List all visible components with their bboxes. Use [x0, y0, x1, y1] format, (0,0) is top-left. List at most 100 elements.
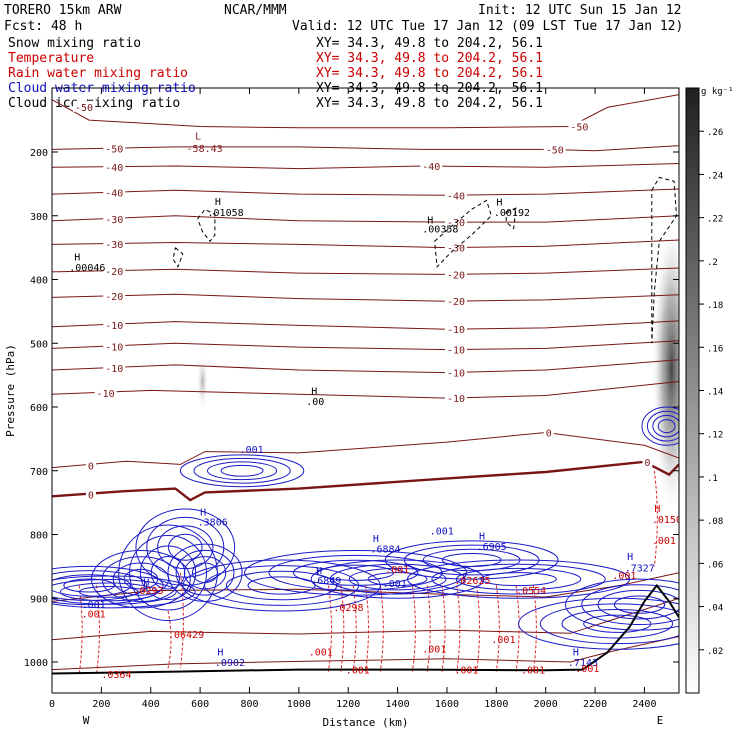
y-axis-label: Pressure (hPa) — [4, 344, 17, 437]
temperature-isotherm — [52, 163, 679, 170]
cloud-water-contour — [168, 533, 203, 561]
cloud-water-contour — [348, 567, 447, 591]
cloud-water-contour — [581, 584, 679, 626]
cloud-water-contour — [652, 414, 679, 438]
isotherm-label: -20 — [105, 292, 123, 303]
field-extremum-label: .0902 — [215, 658, 245, 669]
rain-water-contour — [495, 585, 500, 672]
field-extremum-label: .01058 — [208, 208, 244, 219]
field-extremum-label: .0554 — [516, 586, 546, 597]
field-extremum-label: .00192 — [494, 208, 530, 219]
isotherm-label: -10 — [447, 369, 465, 380]
cloud-water-contour — [78, 585, 139, 598]
isotherm-label-bg — [543, 426, 554, 438]
center-name: NCAR/MMM — [224, 3, 287, 18]
valid-time: Valid: 12 UTC Tue 17 Jan 12 (09 LST Tue … — [292, 19, 683, 34]
cloud-water-contour — [268, 554, 443, 591]
rain-water-contour — [78, 585, 83, 675]
y-tick-label: 600 — [30, 403, 48, 414]
isotherm-label-bg — [85, 488, 96, 500]
y-tick-label: 1000 — [24, 658, 48, 669]
isotherm-label-bg — [103, 340, 126, 352]
isotherm-label-bg — [103, 264, 126, 276]
x-tick-label: 0 — [49, 699, 55, 710]
isotherm-label: -40 — [422, 162, 440, 173]
rain-water-contour — [379, 585, 384, 672]
isotherm-label-bg — [94, 386, 117, 398]
cloud-ice-contour — [505, 207, 517, 230]
isotherm-label: -40 — [105, 189, 123, 200]
cloud-water-contour — [193, 457, 291, 484]
cloud-water-contour — [182, 559, 381, 612]
rain-water-contour — [532, 585, 537, 672]
isotherm-label-bg — [642, 455, 653, 467]
colorbar-tick-label: .22 — [707, 215, 723, 225]
field-extremum-label: .3806 — [198, 518, 228, 529]
field-extremum-label: H — [215, 197, 221, 208]
colorbar: g kg⁻¹ .02 .04 .06 .08 .1 .12 .14 .16 .18 .2 .22 .2… — [685, 87, 734, 694]
rain-water-contour — [411, 585, 416, 672]
colorbar-tick-label: .1 — [707, 474, 718, 484]
rain-water-contour — [476, 585, 481, 672]
temperature-isotherm — [52, 267, 679, 275]
x-tick-label: 1400 — [386, 699, 410, 710]
cloud-water-contour — [518, 597, 679, 650]
y-tick-label: 200 — [30, 148, 48, 159]
cloud-ice-contour — [434, 199, 492, 268]
cloud-water-contour — [52, 578, 177, 605]
isotherm-label: -30 — [105, 240, 123, 251]
isotherm-label: -50 — [570, 123, 588, 134]
field-extremum-label: .001 — [652, 536, 676, 547]
isotherm-label-bg — [444, 323, 467, 335]
cloud-ice-contour — [197, 208, 216, 243]
isotherm-label-bg — [103, 160, 126, 172]
isotherm-label-bg — [85, 459, 96, 471]
field-extremum-label: H — [479, 532, 485, 543]
field-extremum-label: H — [143, 578, 149, 589]
cloud-water-contour — [292, 559, 419, 586]
field-extremum-label: .0298 — [333, 603, 363, 614]
forecast-hour: Fcst: 48 h — [4, 19, 82, 34]
field-list: Snow mixing ratio XY= 34.3, 49.8 to 204.2… — [8, 36, 543, 111]
field-xy-range: XY= 34.3, 49.8 to 204.2, 56.1 — [316, 66, 543, 81]
y-tick-label: 400 — [30, 276, 48, 287]
field-extremum-label: .0293 — [133, 586, 163, 597]
cloud-water-contour — [179, 454, 305, 488]
field-extremum-label: H — [217, 648, 223, 659]
x-tick-label: 400 — [142, 699, 160, 710]
temperature-isotherm — [52, 431, 679, 469]
plot-area: -50 -50 -50 -50 -40 -40 -40 -40 -30 -30 -30 -30 -20 -… — [52, 94, 679, 681]
isotherm-label: -10 — [97, 389, 115, 400]
cloud-water-contour — [63, 578, 115, 593]
isotherm-label-bg — [444, 189, 467, 201]
temperature-isotherm — [52, 359, 679, 374]
cloud-water-contour — [101, 556, 180, 603]
cloud-water-contour — [561, 608, 674, 639]
x-tick-label: 2000 — [534, 699, 558, 710]
field-extremum-label: .001 — [309, 648, 333, 659]
isotherm-label-bg — [444, 392, 467, 404]
colorbar-tick-label: .16 — [707, 344, 723, 354]
field-extremum-label: H — [627, 552, 633, 563]
isotherm-label-bg — [103, 237, 126, 249]
cloud-water-contour — [247, 576, 316, 595]
isotherm-label-bg — [103, 290, 126, 302]
x-tick-label: 1000 — [287, 699, 311, 710]
rain-water-contour — [441, 585, 446, 672]
temperature-isotherm — [52, 94, 679, 129]
isotherm-label-bg — [420, 160, 443, 172]
cloud-water-contour — [220, 464, 264, 477]
field-extremum-label: H — [373, 534, 379, 545]
y-tick-label: 800 — [30, 531, 48, 542]
isotherm-label: -40 — [105, 163, 123, 174]
field-extremum-label: .00 — [306, 397, 324, 408]
colorbar-tick-label: .04 — [707, 604, 723, 614]
field-extremum-label: .001 — [521, 665, 545, 676]
colorbar-tick-label: .26 — [707, 128, 723, 138]
field-extremum-label: H — [654, 504, 660, 515]
rain-water-contour — [653, 470, 658, 567]
cloud-ice-contour — [172, 247, 184, 268]
terrain-surface — [52, 583, 679, 675]
snow-mixing-shading — [196, 351, 209, 412]
